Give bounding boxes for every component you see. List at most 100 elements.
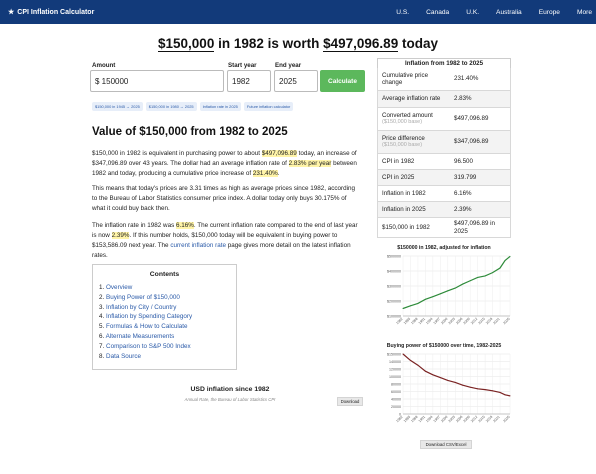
data-point bbox=[509, 255, 511, 257]
table-row: CPI in 2025 319.799 bbox=[377, 170, 511, 186]
x-tick-label: 2015 bbox=[477, 317, 485, 325]
x-tick-label: 1994 bbox=[425, 415, 433, 423]
data-point bbox=[462, 283, 464, 285]
x-tick-label: 2006 bbox=[455, 415, 463, 423]
toc-item[interactable]: 8. Data Source bbox=[99, 352, 142, 360]
x-tick-label: 2021 bbox=[492, 415, 500, 423]
toc-item[interactable]: 2. Buying Power of $150,000 bbox=[99, 293, 180, 301]
p1-text-b: today, an increase of $347,096.89 over 4… bbox=[92, 150, 357, 167]
x-tick-label: 1997 bbox=[433, 415, 441, 423]
summary-table: Inflation from 1982 to 2025 Cumulative p… bbox=[377, 58, 511, 238]
x-tick-label: 2021 bbox=[492, 317, 500, 325]
data-point bbox=[447, 379, 449, 381]
download-button[interactable]: Download bbox=[337, 397, 363, 406]
data-point bbox=[402, 353, 404, 355]
data-point bbox=[499, 267, 501, 269]
nav-link-uk[interactable]: U.K. bbox=[466, 8, 480, 16]
nav-link-us[interactable]: U.S. bbox=[396, 8, 410, 16]
data-point bbox=[409, 305, 411, 307]
usd-inflation-subtitle: Annual Rate, the Bureau of Labor Statist… bbox=[184, 397, 276, 402]
p1-highlight-value: $497,096.89 bbox=[261, 150, 297, 157]
chip-inflation-rate[interactable]: Inflation rate in 2025 bbox=[199, 102, 241, 111]
data-point bbox=[454, 381, 456, 383]
data-point bbox=[432, 296, 434, 298]
data-point bbox=[509, 395, 511, 397]
x-tick-label: 2000 bbox=[440, 415, 448, 423]
x-tick-label: 1985 bbox=[403, 317, 411, 325]
series-line bbox=[402, 255, 511, 310]
p1-highlight-change: 231.40% bbox=[252, 170, 278, 177]
p1-highlight-rate: 2.83% per year bbox=[288, 160, 332, 167]
current-inflation-link[interactable]: current inflation rate bbox=[170, 242, 226, 249]
toc-item[interactable]: 7. Comparison to S&P 500 Index bbox=[99, 342, 191, 350]
table-row: Price difference ($150,000 base) $347,096.… bbox=[377, 131, 511, 154]
headline-mid: in 1982 is worth bbox=[214, 36, 324, 51]
y-tick-label: 140000 bbox=[389, 360, 401, 364]
y-tick-label: 40000 bbox=[391, 397, 401, 401]
toc-item[interactable]: 4. Inflation by Spending Category bbox=[99, 313, 193, 321]
y-tick-label: $100000 bbox=[387, 314, 401, 318]
chart-2-title: Buying power of $150000 over time, 1982-… bbox=[386, 343, 502, 349]
data-point bbox=[432, 374, 434, 376]
usd-inflation-title: USD inflation since 1982 bbox=[190, 386, 270, 393]
x-tick-label: 1985 bbox=[403, 415, 411, 423]
start-year-input[interactable]: 1982 bbox=[227, 70, 271, 92]
nav-link-australia[interactable]: Australia bbox=[496, 8, 522, 16]
page-title: $150,000 in 1982 is worth $497,096.89 to… bbox=[0, 36, 596, 52]
toc-item[interactable]: 1. Overview bbox=[99, 284, 133, 291]
y-tick-label: $200000 bbox=[387, 299, 401, 303]
chip-1980[interactable]: $150,000 in 1980 → 2025 bbox=[145, 102, 197, 111]
toc-item[interactable]: 6. Alternate Measurements bbox=[99, 332, 175, 340]
end-year-label: End year bbox=[275, 62, 302, 69]
star-icon: ★ bbox=[8, 9, 15, 16]
x-tick-label: 1994 bbox=[425, 317, 433, 325]
chip-future-calculator[interactable]: Future inflation calculator bbox=[243, 102, 294, 111]
data-point bbox=[417, 302, 419, 304]
brand[interactable]: ★ CPI Inflation Calculator bbox=[8, 8, 94, 17]
nav-link-more[interactable]: More bbox=[576, 8, 592, 16]
paragraph-2: This means that today's prices are 3.31 … bbox=[92, 185, 356, 212]
y-tick-label: $300000 bbox=[387, 284, 401, 288]
x-tick-label: 2015 bbox=[477, 415, 485, 423]
p3-text-b: . The current inflation rate compared to… bbox=[92, 222, 358, 239]
x-tick-label: 2012 bbox=[470, 415, 478, 423]
start-year-label: Start year bbox=[228, 62, 257, 69]
toc-title: Contents bbox=[149, 271, 180, 278]
data-point bbox=[447, 290, 449, 292]
headline-old-amount: $150,000 bbox=[158, 36, 215, 52]
summary-title: Inflation from 1982 to 2025 bbox=[377, 58, 511, 68]
end-year-input[interactable]: 2025 bbox=[274, 70, 318, 92]
y-tick-label: 120000 bbox=[389, 367, 401, 371]
toc-item[interactable]: 3. Inflation by City / Country bbox=[99, 303, 177, 311]
data-point bbox=[439, 377, 441, 379]
data-point bbox=[424, 370, 426, 372]
toc-item[interactable]: 5. Formulas & How to Calculate bbox=[99, 323, 188, 331]
calculate-button[interactable]: Calculate bbox=[320, 70, 365, 92]
x-tick-label: 2006 bbox=[455, 317, 463, 325]
p1-text-a: $150,000 in 1982 is equivalent in purcha… bbox=[92, 150, 262, 157]
y-tick-label: 0 bbox=[399, 412, 401, 416]
p3-highlight-current: 2.39% bbox=[111, 232, 130, 239]
table-row: Converted amount ($150,000 base) $497,096.… bbox=[377, 108, 511, 131]
nav-link-europe[interactable]: Europe bbox=[538, 8, 560, 16]
x-tick-label: 2025 bbox=[502, 317, 510, 325]
p3-text-c: . If this number holds, $150,000 today w… bbox=[92, 232, 338, 249]
x-tick-label: 2025 bbox=[502, 415, 510, 423]
y-tick-label: 20000 bbox=[391, 405, 401, 409]
y-tick-label: $400000 bbox=[387, 269, 401, 273]
download-csv-button[interactable]: Download CSV/Excel bbox=[420, 440, 472, 449]
table-row: $150,000 in 1982 $497,096.89 in 2025 bbox=[377, 218, 511, 238]
x-tick-label: 1982 bbox=[395, 415, 403, 423]
x-tick-label: 2009 bbox=[463, 415, 471, 423]
x-tick-label: 2003 bbox=[448, 415, 456, 423]
data-point bbox=[424, 298, 426, 300]
y-tick-label: $500000 bbox=[387, 254, 401, 258]
headline-end: today bbox=[398, 36, 438, 51]
data-point bbox=[469, 386, 471, 388]
p3-highlight-1982: 6.16% bbox=[176, 222, 194, 229]
y-tick-label: 60000 bbox=[391, 390, 401, 394]
amount-input[interactable]: $ 150000 bbox=[90, 70, 224, 92]
nav-link-canada[interactable]: Canada bbox=[426, 8, 450, 16]
data-point bbox=[484, 389, 486, 391]
chip-1945[interactable]: $150,000 in 1945 → 2025 bbox=[92, 102, 143, 111]
